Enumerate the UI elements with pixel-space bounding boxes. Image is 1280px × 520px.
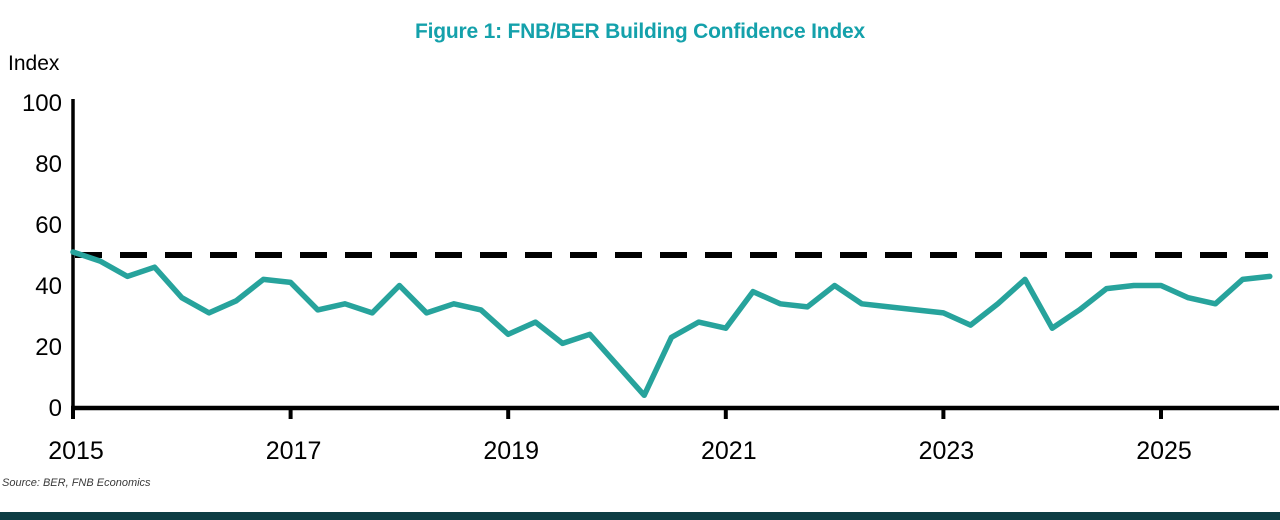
- y-tick-label: 20: [35, 334, 62, 361]
- chart-title: Figure 1: FNB/BER Building Confidence In…: [415, 20, 865, 43]
- y-tick-label: 0: [49, 395, 62, 422]
- confidence-index-line: [70, 249, 1273, 399]
- x-tick-label: 2015: [48, 437, 104, 465]
- x-tick-label: 2019: [483, 437, 539, 465]
- y-tick-label: 40: [35, 273, 62, 300]
- source-note: Source: BER, FNB Economics: [2, 477, 151, 489]
- y-tick-label: 80: [35, 151, 62, 178]
- y-axis-title: Index: [8, 52, 60, 75]
- y-tick-label: 60: [35, 212, 62, 239]
- x-tick-label: 2017: [266, 437, 322, 465]
- y-tick-label: 100: [22, 90, 62, 117]
- bottom-accent-bar: [0, 512, 1280, 520]
- x-tick-label: 2025: [1136, 437, 1192, 465]
- x-tick-label: 2021: [701, 437, 757, 465]
- x-tick-label: 2023: [919, 437, 975, 465]
